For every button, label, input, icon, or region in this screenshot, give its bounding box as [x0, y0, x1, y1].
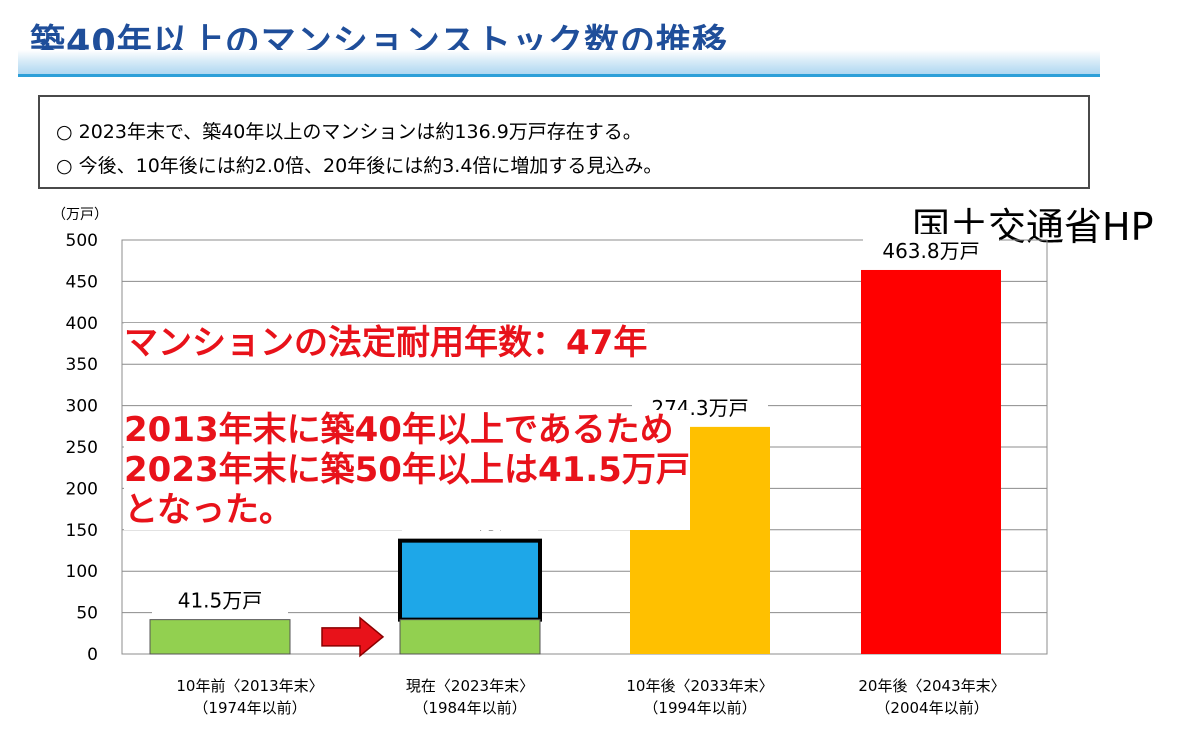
- y-tick-label: 250: [66, 438, 98, 458]
- category-label-line1: 10年前〈2013年末〉: [176, 677, 324, 695]
- category-label-line1: 10年後〈2033年末〉: [626, 677, 774, 695]
- bar: [149, 619, 291, 655]
- category-label: 10年前〈2013年末〉 （1974年以前）: [140, 675, 360, 719]
- y-tick-label: 0: [87, 645, 98, 665]
- category-label: 現在〈2023年末〉 （1984年以前）: [360, 675, 580, 719]
- data-label: 41.5万戸: [178, 589, 263, 613]
- annotation-note-line-1: 2013年末に築40年以上であるため: [124, 410, 674, 450]
- annotation-note-line-2: 2023年末に築50年以上は41.5万戸: [124, 450, 690, 491]
- y-tick-label: 100: [66, 562, 98, 582]
- title-underline: [18, 74, 1100, 77]
- category-label-line1: 現在〈2023年末〉: [405, 677, 535, 695]
- y-tick-label: 450: [66, 272, 98, 292]
- category-label-line1: 20年後〈2043年末〉: [858, 677, 1006, 695]
- y-tick-label: 300: [66, 397, 98, 417]
- annotation-note: 2013年末に築40年以上であるため 2023年末に築50年以上は41.5万戸 …: [124, 410, 690, 531]
- y-tick-label: 50: [76, 604, 98, 624]
- category-label: 20年後〈2043年末〉 （2004年以前）: [822, 675, 1042, 719]
- annotation-lifespan: マンションの法定耐用年数：47年: [124, 323, 648, 364]
- title-band: [18, 50, 1100, 76]
- y-tick-label: 500: [66, 231, 98, 251]
- summary-line-2: ○ 今後、10年後には約2.0倍、20年後には約3.4倍に増加する見込み。: [56, 155, 663, 177]
- y-tick-label: 350: [66, 355, 98, 375]
- category-label: 10年後〈2033年末〉 （1994年以前）: [590, 675, 810, 719]
- bar: [861, 269, 1001, 654]
- summary-line-1: ○ 2023年末で、築40年以上のマンションは約136.9万戸存在する。: [56, 121, 642, 143]
- category-label-line2: （1974年以前）: [193, 699, 307, 717]
- data-label: 463.8万戸: [882, 239, 979, 263]
- bar-base: [399, 619, 541, 655]
- data-label-bg: [152, 583, 288, 616]
- annotation-note-line-3: となった。: [124, 490, 293, 531]
- arrow-right-icon: [321, 616, 385, 658]
- category-label-line2: （2004年以前）: [875, 699, 989, 717]
- y-tick-label: 400: [66, 314, 98, 334]
- y-axis-unit: （万戸）: [52, 207, 108, 223]
- summary-box: ○ 2023年末で、築40年以上のマンションは約136.9万戸存在する。 ○ 今…: [38, 95, 1090, 189]
- category-label-line2: （1994年以前）: [643, 699, 757, 717]
- y-tick-label: 150: [66, 521, 98, 541]
- y-tick-label: 200: [66, 479, 98, 499]
- data-label-bg: [863, 233, 999, 266]
- bar: [398, 538, 542, 622]
- category-label-line2: （1984年以前）: [413, 699, 527, 717]
